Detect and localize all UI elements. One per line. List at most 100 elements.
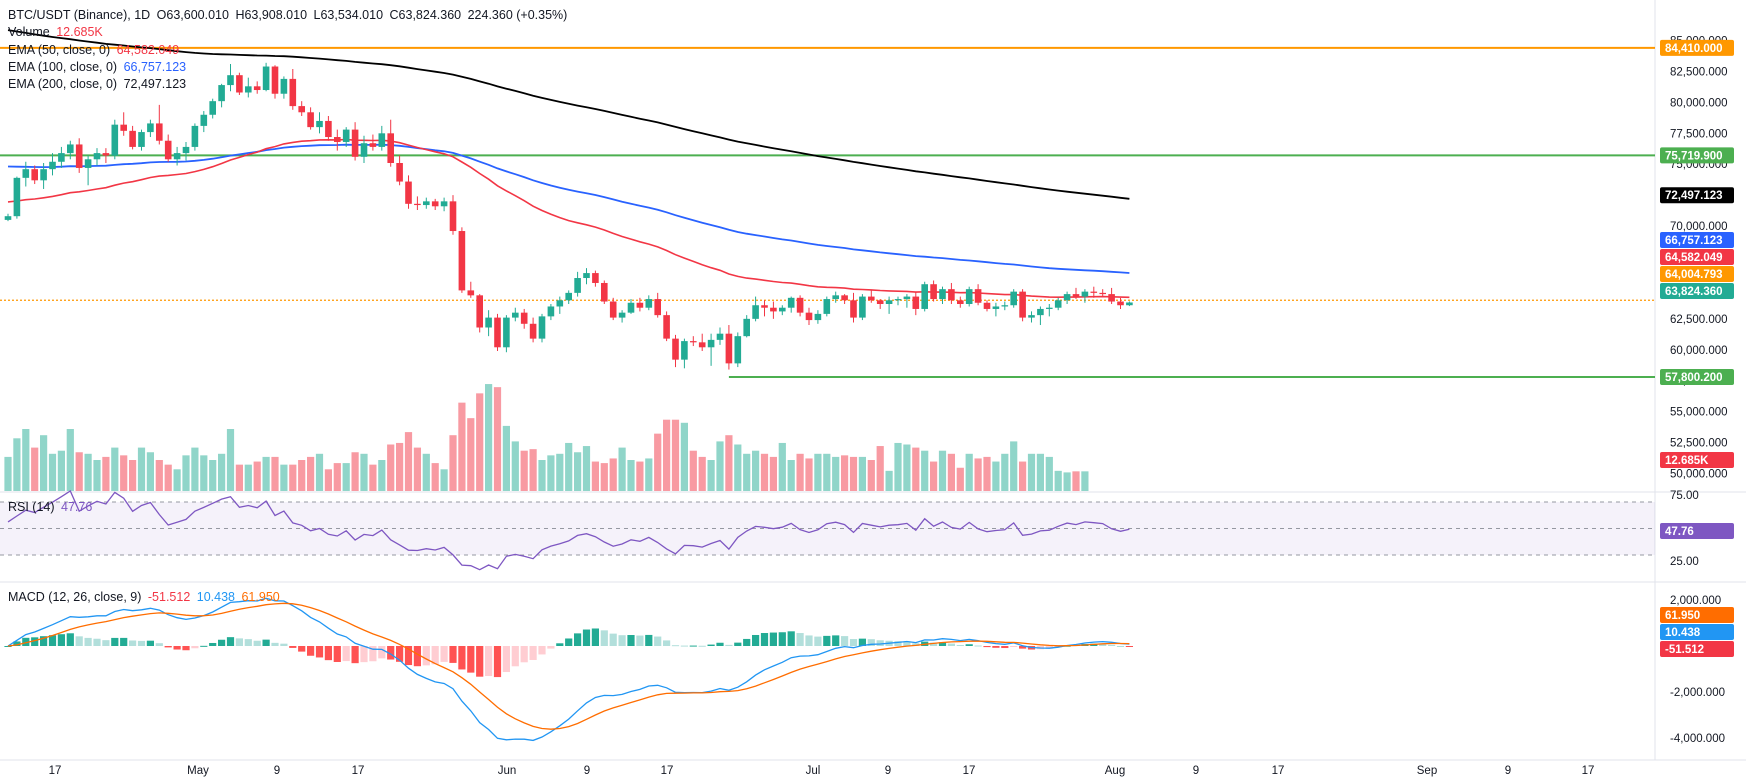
rsi-line bbox=[7, 490, 1130, 571]
macd-histogram-bar bbox=[102, 640, 110, 646]
time-tick-label: 17 bbox=[1582, 765, 1595, 777]
candle-body bbox=[1117, 301, 1124, 306]
macd-histogram-bar bbox=[173, 646, 181, 650]
macd-histogram-bar bbox=[396, 646, 404, 662]
candle-body bbox=[547, 306, 555, 317]
level-price-label: 84,410.000 bbox=[1665, 43, 1723, 55]
candle-body bbox=[627, 302, 635, 313]
price-marker-label: 64,004.793 bbox=[1665, 269, 1723, 281]
macd-histogram-bar bbox=[752, 634, 760, 646]
volume-bar bbox=[378, 460, 386, 491]
candle-body bbox=[690, 341, 697, 343]
time-tick-label: 9 bbox=[885, 765, 891, 777]
volume-bar bbox=[956, 467, 964, 491]
macd-histogram-bar bbox=[769, 632, 777, 646]
macd-histogram-bar bbox=[930, 642, 938, 646]
candle-body bbox=[592, 273, 599, 283]
ema50-label: EMA (50, close, 0) bbox=[8, 43, 111, 57]
macd-marker-label: 10.438 bbox=[1665, 627, 1701, 639]
candle-body bbox=[449, 201, 457, 232]
price-marker-label: 12.685K bbox=[1665, 455, 1709, 467]
candle-body bbox=[102, 153, 110, 156]
volume-bar bbox=[351, 452, 359, 491]
macd-histogram-bar bbox=[244, 639, 252, 646]
volume-bar bbox=[22, 429, 30, 491]
open-value: O63,600.010 bbox=[156, 8, 229, 22]
macd-histogram-bar bbox=[841, 636, 849, 646]
change-value: 224.360 (+0.35%) bbox=[467, 8, 568, 22]
candle-body bbox=[289, 78, 297, 107]
candle-body bbox=[414, 203, 421, 206]
rsi-legend: RSI (14) 47.76 bbox=[8, 500, 95, 514]
macd-histogram-bar bbox=[823, 635, 831, 646]
macd-histogram-bar bbox=[1116, 645, 1125, 647]
candle-body bbox=[1028, 315, 1035, 318]
candle-body bbox=[663, 315, 670, 339]
candle-body bbox=[191, 125, 199, 147]
macd-histogram-bar bbox=[182, 646, 190, 651]
macd-histogram-bar bbox=[618, 635, 626, 646]
volume-bar bbox=[315, 453, 324, 491]
level-price-label: 75,719.900 bbox=[1665, 150, 1723, 162]
macd-histogram-bar bbox=[778, 632, 786, 646]
volume-bar bbox=[360, 453, 368, 491]
macd-histogram-bar bbox=[689, 645, 697, 647]
macd-histogram-bar bbox=[298, 646, 306, 652]
candle-body bbox=[1037, 308, 1044, 316]
macd-histogram-bar bbox=[66, 633, 74, 646]
candle-body bbox=[796, 297, 804, 313]
macd-histogram-bar bbox=[289, 646, 297, 648]
macd-histogram-bar bbox=[992, 646, 1000, 648]
macd-signal-value: 61.950 bbox=[241, 590, 280, 604]
macd-histogram-bar bbox=[40, 636, 48, 646]
macd-histogram-bar bbox=[645, 634, 653, 646]
macd-histogram-bar bbox=[965, 644, 973, 646]
price-tick-label: 50,000.000 bbox=[1670, 468, 1728, 480]
volume-bar bbox=[137, 447, 146, 491]
level-price-label: 57,800.200 bbox=[1665, 372, 1723, 384]
ema100-legend: EMA (100, close, 0) 66,757.123 bbox=[8, 60, 189, 74]
level-price-label-bg bbox=[1660, 368, 1734, 385]
volume-bar bbox=[529, 449, 537, 491]
macd-histogram-bar bbox=[493, 646, 502, 678]
ema50-value: 64,582.049 bbox=[116, 43, 180, 57]
volume-label: Volume bbox=[8, 25, 50, 39]
candle-body bbox=[609, 301, 617, 318]
macd-histogram-bar bbox=[1045, 646, 1053, 649]
candle-body bbox=[885, 300, 893, 304]
macd-histogram-bar bbox=[387, 646, 395, 660]
volume-bar bbox=[627, 460, 635, 491]
candle-body bbox=[716, 333, 724, 340]
macd-histogram-bar bbox=[75, 636, 83, 646]
macd-marker-label-bg bbox=[1660, 624, 1734, 640]
macd-histogram-bar bbox=[600, 630, 608, 646]
volume-bar bbox=[707, 460, 715, 491]
macd-histogram-bar bbox=[698, 645, 706, 647]
volume-bar bbox=[1010, 441, 1018, 491]
macd-histogram-bar bbox=[947, 643, 955, 646]
volume-bar bbox=[680, 422, 688, 491]
price-marker-label-bg bbox=[1660, 283, 1734, 299]
time-tick-label: Aug bbox=[1105, 765, 1125, 777]
ema100-value: 66,757.123 bbox=[123, 60, 187, 74]
volume-bar bbox=[75, 452, 83, 491]
time-tick-label: 9 bbox=[1505, 765, 1511, 777]
time-tick-label: 9 bbox=[274, 765, 280, 777]
candle-body bbox=[681, 341, 688, 360]
volume-bar bbox=[413, 447, 421, 491]
candle-body bbox=[654, 299, 661, 316]
candle-body bbox=[841, 295, 848, 301]
volume-bar bbox=[947, 453, 955, 491]
volume-bar bbox=[547, 455, 555, 491]
macd-histogram-bar bbox=[520, 646, 528, 663]
macd-histogram-bar bbox=[983, 646, 991, 648]
volume-bar bbox=[1081, 471, 1089, 491]
macd-histogram-bar bbox=[129, 640, 137, 646]
macd-line bbox=[7, 597, 1130, 742]
high-value: H63,908.010 bbox=[235, 8, 308, 22]
price-marker-label: 64,582.049 bbox=[1665, 252, 1723, 264]
time-tick-label: Sep bbox=[1417, 765, 1437, 777]
macd-histogram-bar bbox=[324, 646, 332, 661]
candle-body bbox=[992, 306, 1000, 309]
